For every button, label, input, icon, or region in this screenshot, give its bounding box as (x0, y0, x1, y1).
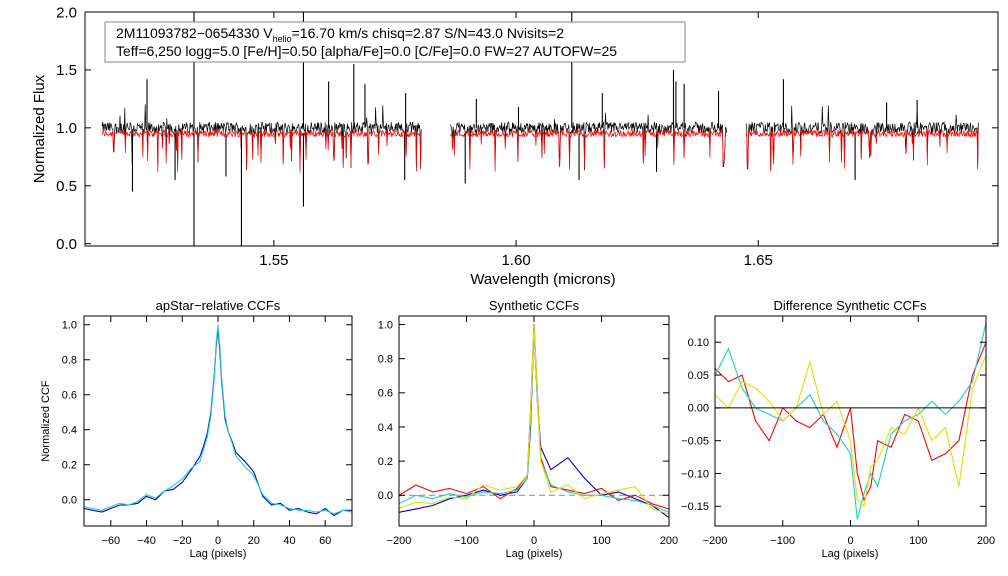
difference-ccf-series-model-C (715, 322, 986, 520)
spectrum-model-chip-3 (745, 129, 979, 172)
synthetic-ccf-ytick-label-1: 0.2 (378, 456, 393, 468)
spectrum-xtick-label-1: 1.60 (501, 252, 530, 269)
apstar-ccf-xtick-label-2: −20 (173, 535, 192, 547)
apstar-ccf-xtick-label-3: 0 (215, 535, 221, 547)
synthetic-ccf-ytick-label-0: 0.0 (378, 490, 393, 502)
difference-ccf-ytick-label-5: 0.10 (688, 337, 709, 349)
difference-ccf-ytick-label-1: −0.10 (681, 468, 709, 480)
difference-ccf-xtick-label-2: 0 (847, 535, 853, 547)
synthetic-ccf-ytick-label-3: 0.6 (378, 388, 393, 400)
difference-ccf-ytick-label-4: 0.05 (688, 370, 709, 382)
difference-ccf-ytick-label-0: −0.15 (681, 501, 709, 513)
difference-ccf-series-model-B (715, 342, 986, 502)
apstar-ccf-panel: apStar−relative CCFs −60 −40 −20 0 20 40 60 0.0… (40, 298, 353, 560)
info-box-frame (104, 21, 686, 63)
spectrum-plot-area (101, 12, 979, 246)
apstar-ccf-ytick-label-3: 0.6 (62, 390, 77, 402)
apstar-ccf-xtick-label-1: −40 (137, 535, 156, 547)
apstar-ccf-ytick-label-2: 0.4 (62, 425, 77, 437)
difference-ccf-plot-area (715, 322, 986, 520)
spectrum-ytick-label-1: 0.5 (56, 178, 77, 195)
apstar-ccf-ytick-label-1: 0.2 (62, 460, 77, 472)
apstar-ccf-title: apStar−relative CCFs (156, 298, 281, 313)
apstar-ccf-ytick-label-0: 0.0 (62, 495, 77, 507)
spectrum-ticks: 1.55 1.60 1.65 0.0 0.5 1.0 1.5 2.0 (56, 4, 998, 269)
synthetic-ccf-ticks: −200 −100 0 100 200 0.0 0.2 0.4 0.6 0.8 1.0 (378, 316, 678, 547)
spectrum-ytick-label-0: 0.0 (56, 236, 77, 253)
difference-ccf-series-model-D (715, 355, 986, 508)
difference-ccf-ytick-label-3: 0.00 (688, 403, 709, 415)
apstar-ccf-y-axis-label: Normalized CCF (40, 380, 52, 462)
spectrum-xtick-label-2: 1.65 (744, 252, 773, 269)
spectrum-ytick-label-4: 2.0 (56, 4, 77, 21)
difference-ccf-ytick-label-2: −0.05 (681, 436, 709, 448)
apstar-ccf-xtick-label-0: −60 (101, 535, 120, 547)
synthetic-ccf-xtick-label-1: −100 (454, 535, 479, 547)
spectrum-observed-chip-2 (450, 112, 728, 171)
synthetic-ccf-series-model-B (399, 324, 669, 510)
info-line-1-suffix: =16.70 km/s chisq=2.87 S/N=43.0 Nvisits=… (292, 25, 565, 41)
synthetic-ccf-xtick-label-2: 0 (531, 535, 537, 547)
synthetic-ccf-ytick-label-5: 1.0 (378, 319, 393, 331)
spectrum-x-axis-label: Wavelength (microns) (470, 271, 615, 288)
synthetic-ccf-ytick-label-2: 0.4 (378, 422, 393, 434)
difference-ccf-xtick-label-3: 100 (909, 535, 927, 547)
synthetic-ccf-ytick-label-4: 0.8 (378, 354, 393, 366)
spectrum-panel: 1.55 1.60 1.65 0.0 0.5 1.0 1.5 2.0 Wavelength (… (31, 4, 999, 288)
synthetic-ccf-x-axis-label: Lag (pixels) (506, 548, 563, 560)
apstar-ccf-xtick-label-6: 60 (319, 535, 331, 547)
info-line-2: Teff=6,250 logg=5.0 [Fe/H]=0.50 [alpha/F… (116, 43, 617, 59)
synthetic-ccf-xtick-label-3: 100 (592, 535, 610, 547)
apstar-ccf-xtick-label-4: 20 (248, 535, 260, 547)
info-line-1-subscript: helio (273, 34, 292, 44)
apstar-ccf-series-visit-2 (84, 324, 352, 515)
spectrum-info-box: 2M11093782−0654330 Vhelio=16.70 km/s chi… (104, 21, 686, 63)
synthetic-ccf-title: Synthetic CCFs (489, 298, 580, 313)
apstar-ccf-plot-area (84, 324, 352, 517)
spectrum-model-chip-2 (450, 129, 727, 172)
difference-ccf-panel: Difference Synthetic CCFs −200 −100 0 100 20… (681, 298, 995, 560)
info-line-1: 2M11093782−0654330 Vhelio=16.70 km/s chi… (116, 25, 564, 44)
synthetic-ccf-series-model-D (399, 326, 669, 515)
synthetic-ccf-xtick-label-4: 200 (660, 535, 678, 547)
apstar-ccf-ticks: −60 −40 −20 0 20 40 60 0.0 0.2 0.4 0.6 0.8 1.0 (62, 316, 352, 547)
info-line-1-prefix: 2M11093782−0654330 V (116, 25, 273, 41)
synthetic-ccf-panel: Synthetic CCFs −200 −100 0 100 200 0.0 0.2 0.4 0… (378, 298, 678, 560)
spectrum-xtick-label-0: 1.55 (259, 252, 288, 269)
spectrum-y-axis-label: Normalized Flux (31, 74, 48, 183)
difference-ccf-ticks: −200 −100 0 100 200 −0.15 −0.10 −0.05 0.00 0.05 0.… (681, 316, 995, 547)
difference-ccf-xtick-label-1: −100 (770, 535, 795, 547)
apstar-ccf-ytick-label-4: 0.8 (62, 355, 77, 367)
synthetic-ccf-xtick-label-0: −200 (387, 535, 412, 547)
apstar-ccf-ytick-label-5: 1.0 (62, 320, 77, 332)
synthetic-ccf-plot-area (399, 324, 669, 518)
apstar-ccf-x-axis-label: Lag (pixels) (190, 548, 247, 560)
difference-ccf-title: Difference Synthetic CCFs (774, 298, 927, 313)
spectrum-axes-frame (84, 11, 999, 247)
spectrum-ytick-label-2: 1.0 (56, 120, 77, 137)
difference-ccf-xtick-label-0: −200 (703, 535, 728, 547)
apstar-ccf-xtick-label-5: 40 (283, 535, 295, 547)
spectrum-model-chip-1 (101, 128, 422, 173)
difference-ccf-x-axis-label: Lag (pixels) (822, 548, 879, 560)
difference-ccf-xtick-label-4: 200 (977, 535, 995, 547)
spectrum-ytick-label-3: 1.5 (56, 62, 77, 79)
